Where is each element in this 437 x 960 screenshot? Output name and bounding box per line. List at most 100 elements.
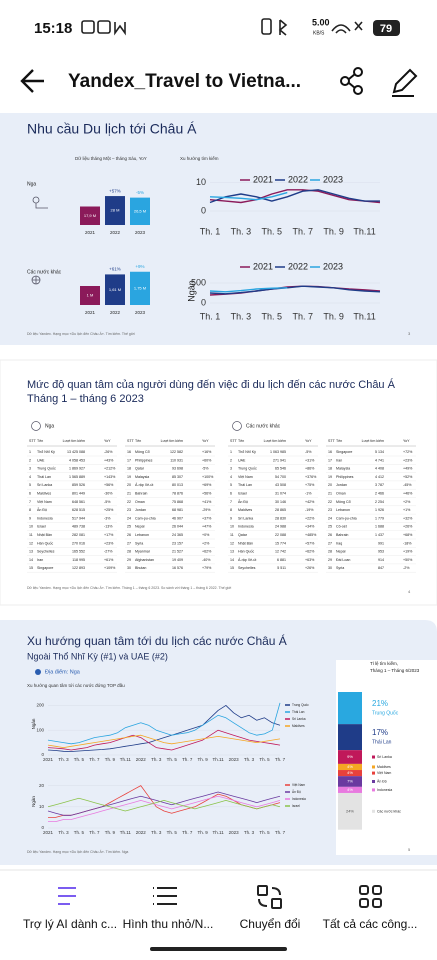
table-cell: 1 688 <box>375 525 384 529</box>
legend-label: Việt Nam <box>377 771 391 775</box>
table-cell: 24 988 <box>275 525 286 529</box>
back-button[interactable] <box>20 69 44 93</box>
series-line <box>47 729 281 751</box>
legend-label: 2023 <box>323 174 343 184</box>
table-cell: Israel <box>37 525 46 529</box>
table-cell: Malaysia <box>336 467 350 471</box>
table-cell: +72% <box>403 450 413 454</box>
table-title: Các nước khác <box>246 423 281 429</box>
x-tick-label: Th. 3 <box>244 757 255 762</box>
table-cell: 13 <box>29 550 33 554</box>
table-cell: 19 <box>127 475 131 479</box>
table-cell: -18% <box>403 541 412 545</box>
table-cell: 68 981 <box>172 508 183 512</box>
table-cell: 19 409 <box>172 558 183 562</box>
table-cell: Đài Loan <box>336 558 350 562</box>
home-indicator <box>150 947 287 951</box>
table-cell: Nepal <box>336 550 346 554</box>
bar <box>80 286 100 305</box>
table-cell: +143% <box>104 475 116 479</box>
x-tick-label: 2022 <box>136 757 147 762</box>
toolbar-button[interactable]: Hình thu nhỏ/N... <box>123 917 214 931</box>
table-cell: 5 511 <box>277 566 286 570</box>
table-cell: Iran <box>37 558 43 562</box>
table-cell: 5 <box>230 483 232 487</box>
table-cell: 15 <box>29 566 33 570</box>
table-cell: Trung Quốc <box>37 467 56 471</box>
toolbar-button[interactable]: Trợ lý AI dành c... <box>23 917 117 931</box>
series-line <box>47 705 281 752</box>
table-cell: 23 157 <box>172 541 183 545</box>
toolbar-button[interactable]: Chuyển đổi <box>240 917 301 931</box>
table-cell: Oman <box>336 491 346 495</box>
table-cell: Sri Lanka <box>238 516 253 520</box>
legend-label: 2022 <box>288 261 308 271</box>
table-cell: 1 063 985 <box>270 450 286 454</box>
table-cell: +62% <box>305 550 315 554</box>
x-tick-label: Th. 9 <box>198 830 209 835</box>
table-cell: 30 146 <box>275 500 286 504</box>
table-header: YoY <box>202 439 209 443</box>
table-cell: +46% <box>403 491 413 495</box>
x-tick-label: Th. 3 <box>244 830 255 835</box>
series-line <box>48 795 281 822</box>
table-cell: 4 058 453 <box>69 458 85 462</box>
table-header: STT <box>328 439 336 443</box>
table-cell: 20 <box>328 483 332 487</box>
legend-label: Indonesia <box>292 797 306 801</box>
table-cell: Nepal <box>135 525 145 529</box>
table-cell: Syria <box>135 541 143 545</box>
table-cell: Iraq <box>336 541 342 545</box>
table-header: Tên <box>135 439 141 443</box>
table-cell: Malaysia <box>135 475 149 479</box>
chart-title: Các nước khác <box>27 269 62 275</box>
table-cell: 5 <box>29 483 31 487</box>
table-cell: +56% <box>202 491 212 495</box>
legend-label: Sri Lanka <box>292 717 306 721</box>
table-cell: -3% <box>104 516 111 520</box>
table-cell: +26% <box>305 566 315 570</box>
slide-subtitle: Ngoài Thổ Nhĩ Kỳ (#1) và UAE (#2) <box>27 651 168 661</box>
table-cell: +376% <box>305 475 317 479</box>
table-cell: 271 941 <box>273 458 286 462</box>
toolbar-button[interactable]: Tất cả các công... <box>323 917 418 931</box>
edit-button[interactable] <box>392 68 418 97</box>
table-cell: 16 576 <box>172 566 183 570</box>
x-tick-label: Th. 9 <box>105 757 116 762</box>
x-tick-label: Th. 3 <box>231 226 252 236</box>
series-line <box>209 191 288 201</box>
table-cell: 21 527 <box>172 550 183 554</box>
table-cell: Lebanon <box>135 533 149 537</box>
table-cell: 27 <box>328 541 332 545</box>
table-cell: 1 <box>230 450 232 454</box>
table-cell: +485% <box>305 533 317 537</box>
table-header: STT <box>29 439 37 443</box>
bar <box>105 196 125 225</box>
legend-label: 2021 <box>253 261 273 271</box>
data-label: 1,75 M <box>134 285 146 290</box>
data-label: 26,5 M <box>134 208 146 213</box>
y-axis-label: Ngàn <box>186 280 196 302</box>
table-cell: Cô-oét <box>336 525 347 529</box>
table-cell: 25 <box>328 525 332 529</box>
table-cell: Myanmar <box>135 550 151 554</box>
table-cell: 19 <box>328 475 332 479</box>
table-cell: Maldives <box>238 508 252 512</box>
table-cell: Mông Cổ <box>135 450 150 454</box>
table-cell: 24 365 <box>172 533 183 537</box>
table-cell: -26% <box>104 450 113 454</box>
x-tick-label: 2021 <box>85 230 96 235</box>
table-cell: Qatar <box>135 467 145 471</box>
legend-label: Israel <box>292 804 300 808</box>
table-cell: Israel <box>238 491 247 495</box>
table-cell: +0% <box>202 533 210 537</box>
bar <box>105 274 125 305</box>
table-cell: 78 876 <box>172 491 183 495</box>
data-label: 1,61 M <box>109 287 121 292</box>
x-tick-label: Th. 1 <box>200 311 221 321</box>
table-cell: +23% <box>104 541 114 545</box>
table-cell: Indonesia <box>238 525 254 529</box>
share-button[interactable] <box>340 67 363 95</box>
legend-label: Sri Lanka <box>377 755 392 759</box>
table-header: YoY <box>104 439 111 443</box>
